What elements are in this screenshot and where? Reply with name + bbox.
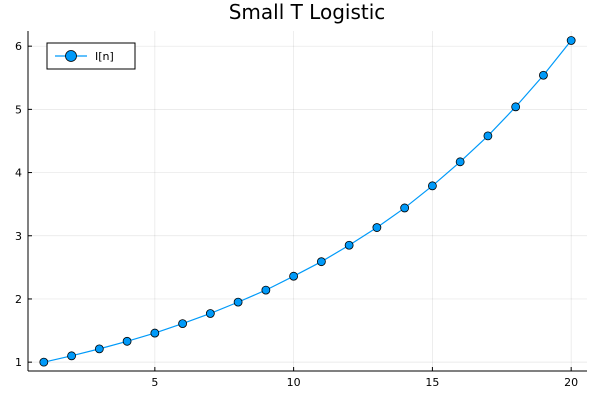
x-grid [154, 31, 572, 371]
data-point [511, 102, 521, 112]
data-point [428, 181, 437, 191]
legend-series-label: I[n] [95, 50, 114, 63]
x-tick-label: 10 [287, 376, 301, 389]
chart-title: Small T Logistic [229, 0, 386, 24]
data-point [289, 271, 299, 281]
data-point [150, 328, 160, 338]
series-layer [39, 36, 576, 367]
data-point [344, 240, 354, 250]
data-point [233, 297, 243, 307]
x-axis-ticks: 5 10 15 20 [151, 367, 578, 389]
y-tick-label: 5 [15, 103, 22, 116]
legend: I[n] [46, 42, 136, 70]
data-point [94, 344, 104, 354]
data-point [122, 336, 132, 346]
y-axis-ticks: 1 2 3 4 5 6 [15, 40, 32, 369]
x-tick-label: 5 [151, 376, 158, 389]
y-tick-label: 6 [15, 40, 22, 53]
data-point [400, 203, 410, 213]
x-tick-label: 15 [425, 376, 439, 389]
x-tick-label: 20 [564, 376, 578, 389]
y-grid [28, 45, 587, 363]
data-point [566, 36, 576, 45]
data-point [261, 285, 271, 295]
data-point [67, 351, 76, 361]
data-point [455, 157, 465, 167]
y-tick-label: 4 [15, 167, 22, 180]
data-point [483, 131, 493, 141]
data-point [316, 257, 326, 267]
data-point [372, 223, 382, 232]
data-point [39, 357, 49, 367]
legend-series-marker [65, 50, 77, 62]
axes [27, 31, 587, 372]
series-line [43, 40, 572, 363]
data-point [205, 309, 215, 318]
y-tick-label: 3 [15, 230, 22, 243]
data-point [539, 70, 548, 80]
y-tick-label: 2 [15, 293, 22, 306]
data-point [178, 319, 187, 329]
y-tick-label: 1 [15, 356, 22, 369]
